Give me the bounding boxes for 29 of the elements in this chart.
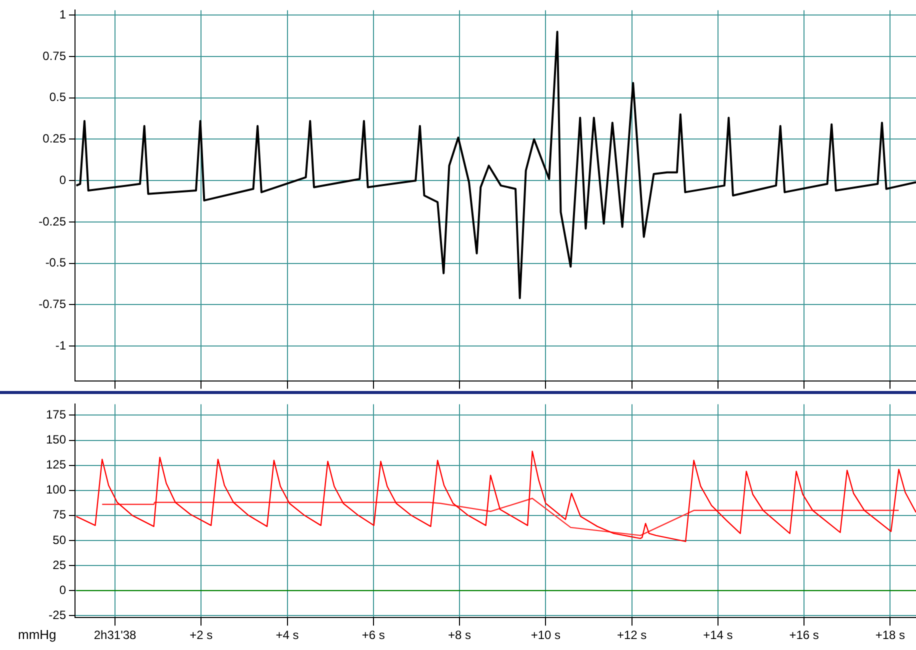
y-tick-label: 0.75: [42, 48, 66, 63]
x-tick-label: 2h31'38: [94, 628, 137, 642]
y-tick-label: 0: [59, 582, 66, 597]
y-tick-label: 0.5: [49, 90, 66, 104]
x-tick-label: +18 s: [875, 628, 906, 642]
y-tick-label: 100: [46, 482, 66, 497]
y-tick-label: -0.25: [38, 214, 66, 228]
x-tick-label: +12 s: [616, 628, 647, 642]
y-tick-label: -0.75: [38, 297, 66, 312]
x-tick-label: +4 s: [276, 628, 299, 642]
y-tick-label: 1: [59, 7, 66, 22]
y-axis-title: mmHg: [18, 627, 56, 642]
y-tick-label: 50: [52, 532, 66, 547]
x-tick-label: +8 s: [448, 628, 472, 642]
y-tick-label: 0.25: [42, 132, 66, 146]
x-tick-label: +10 s: [530, 628, 561, 642]
y-tick-label: -25: [48, 608, 66, 622]
y-tick-label: 75: [52, 508, 66, 522]
y-tick-label: 25: [52, 558, 66, 572]
y-tick-label: 175: [46, 408, 66, 422]
x-tick-label: +2 s: [190, 628, 213, 642]
y-tick-label: 0: [59, 172, 66, 187]
y-tick-label: -0.5: [45, 256, 66, 270]
y-tick-label: 125: [46, 458, 66, 472]
y-tick-label: 150: [46, 432, 66, 447]
x-tick-label: +14 s: [703, 628, 733, 642]
x-tick-label: +16 s: [789, 628, 819, 642]
y-tick-label: -1: [55, 338, 66, 352]
x-tick-label: +6 s: [362, 628, 385, 642]
